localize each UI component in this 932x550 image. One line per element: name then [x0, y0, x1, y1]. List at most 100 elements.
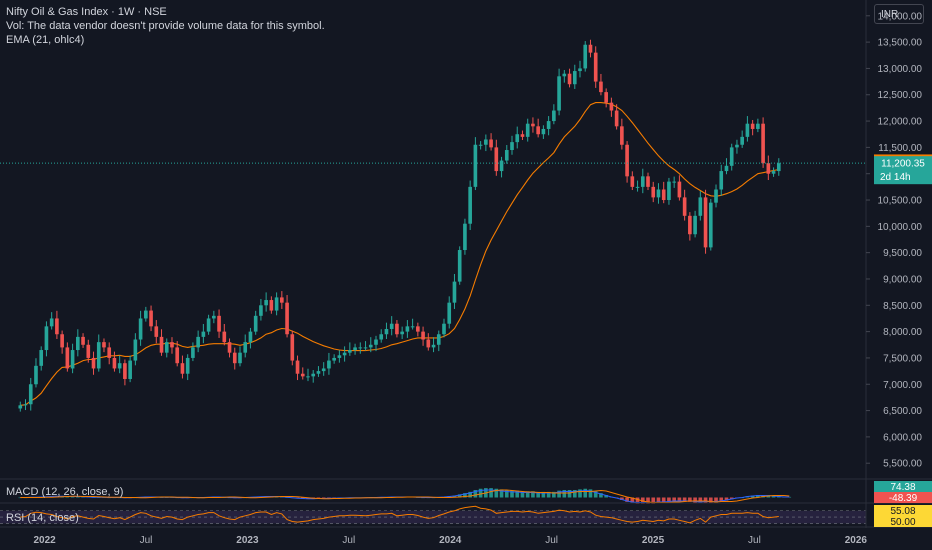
x-tick-label: 2022: [33, 535, 56, 546]
candle: [614, 104, 619, 130]
candle-body: [405, 326, 410, 332]
candle-body: [28, 384, 33, 405]
macd-histogram-bar: [656, 497, 661, 504]
y-tick-label: 10,000.00: [878, 222, 923, 233]
candle: [264, 292, 268, 312]
candle: [123, 359, 127, 386]
candle-body: [353, 347, 357, 351]
candle-body: [520, 134, 525, 137]
candle: [651, 181, 656, 203]
candle-body: [253, 315, 258, 332]
candle: [494, 139, 499, 176]
candle: [484, 134, 488, 152]
candle: [447, 296, 452, 329]
candle-body: [688, 215, 692, 235]
macd-histogram-bar: [682, 497, 687, 502]
candle: [227, 338, 232, 358]
candle-body: [264, 300, 268, 306]
x-tick-label: 2023: [236, 535, 259, 546]
candle-body: [740, 136, 744, 145]
candle-body: [238, 352, 242, 364]
candle: [761, 117, 765, 168]
candle: [531, 117, 535, 133]
candle: [389, 316, 394, 336]
macd-histogram-bar: [499, 489, 504, 498]
candle: [379, 329, 384, 343]
candle: [128, 355, 132, 383]
candle-body: [750, 123, 755, 129]
macd-histogram-bar: [599, 493, 603, 498]
candle: [28, 377, 33, 411]
candle-body: [285, 302, 289, 335]
symbol-title[interactable]: Nifty Oil & Gas Index · 1W · NSE: [6, 6, 167, 18]
macd-histogram-bar: [703, 497, 708, 503]
candle: [191, 342, 195, 362]
macd-histogram-bar: [651, 497, 656, 504]
candle: [149, 305, 153, 332]
candle: [363, 341, 368, 351]
last-price-text: 11,200.35: [881, 159, 925, 170]
candle: [745, 116, 750, 142]
candle-body: [635, 186, 640, 188]
x-tick-label: Jul: [140, 535, 153, 546]
macd-histogram-bar: [714, 497, 718, 503]
candle: [703, 189, 708, 254]
candle: [86, 339, 91, 363]
macd-value-b: -48.39: [889, 493, 918, 504]
candle: [332, 354, 336, 364]
candle-body: [332, 357, 336, 361]
candle: [750, 120, 755, 136]
macd-histogram-bar: [478, 488, 483, 498]
last-price-badge: [874, 156, 932, 185]
candle: [620, 118, 624, 150]
candle: [327, 352, 331, 375]
candle-body: [222, 331, 227, 343]
candle: [102, 338, 106, 353]
candle: [667, 177, 671, 205]
x-tick-label: Jul: [748, 535, 761, 546]
macd-histogram-bar: [18, 497, 23, 499]
ema-legend[interactable]: EMA (21, ohlc4): [6, 34, 85, 46]
macd-histogram-bar: [557, 490, 561, 498]
candle-body: [311, 373, 316, 377]
macd-histogram-bar: [515, 490, 520, 498]
candle: [416, 322, 420, 337]
candle: [776, 158, 781, 176]
macd-histogram-bar: [729, 497, 734, 500]
candle-body: [34, 365, 38, 385]
candle-body: [55, 318, 59, 335]
candle: [714, 184, 718, 208]
macd-histogram-bar: [463, 493, 467, 498]
x-tick-label: 2025: [642, 535, 665, 546]
rsi-pane: [0, 505, 866, 524]
candle-body: [724, 165, 729, 172]
candle: [295, 355, 300, 381]
candle-body: [70, 350, 75, 369]
macd-label[interactable]: MACD (12, 26, close, 9): [6, 486, 124, 498]
candle-body: [766, 163, 771, 174]
candle-body: [609, 102, 614, 111]
candle-body: [761, 123, 765, 164]
candle: [269, 296, 274, 314]
candle-body: [646, 176, 650, 187]
macd-histogram-bar: [661, 497, 666, 504]
candle-body: [656, 189, 661, 198]
candle-body: [389, 323, 394, 329]
x-tick-label: Jul: [342, 535, 355, 546]
rsi-badge-b: [874, 516, 932, 527]
rsi-badge-a: [874, 505, 932, 516]
candle-body: [426, 339, 431, 348]
candle-body: [107, 347, 112, 358]
candle-body: [719, 171, 724, 190]
rsi-label[interactable]: RSI (14, close): [6, 512, 79, 524]
macd-histogram-bar: [572, 490, 577, 498]
macd-histogram-bar: [452, 495, 457, 498]
macd-histogram-bar: [630, 497, 635, 504]
currency-button[interactable]: INR: [874, 4, 924, 24]
candle: [133, 333, 138, 366]
macd-value-a: 74.38: [890, 482, 915, 493]
candle-body: [44, 326, 49, 351]
candle-body: [525, 123, 530, 137]
